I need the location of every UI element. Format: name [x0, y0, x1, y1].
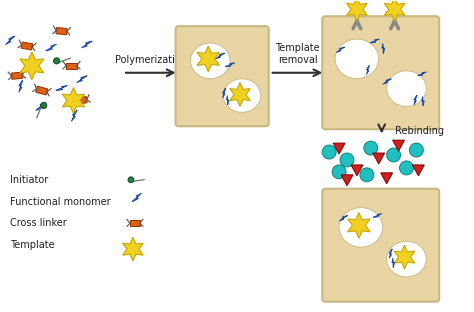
Polygon shape	[336, 47, 345, 52]
Polygon shape	[383, 79, 392, 84]
Polygon shape	[373, 214, 382, 217]
Text: Functional monomer: Functional monomer	[10, 197, 110, 207]
Polygon shape	[216, 53, 225, 59]
Polygon shape	[46, 44, 56, 51]
Text: Template
removal: Template removal	[275, 43, 320, 65]
Polygon shape	[370, 39, 380, 43]
Polygon shape	[130, 221, 140, 226]
Circle shape	[54, 58, 60, 64]
FancyBboxPatch shape	[322, 189, 439, 302]
Polygon shape	[123, 237, 143, 261]
Polygon shape	[414, 95, 417, 105]
Ellipse shape	[387, 71, 426, 106]
Polygon shape	[36, 102, 46, 110]
Polygon shape	[36, 86, 48, 95]
Polygon shape	[394, 245, 415, 269]
Ellipse shape	[387, 241, 426, 277]
Polygon shape	[76, 76, 87, 83]
Ellipse shape	[335, 39, 379, 79]
Polygon shape	[18, 80, 23, 92]
Circle shape	[364, 141, 378, 155]
Polygon shape	[62, 88, 85, 113]
Polygon shape	[412, 165, 424, 176]
Polygon shape	[339, 216, 348, 221]
Polygon shape	[341, 175, 353, 186]
Ellipse shape	[191, 43, 230, 79]
Polygon shape	[82, 41, 92, 48]
Polygon shape	[20, 52, 44, 80]
Circle shape	[400, 161, 413, 175]
Ellipse shape	[339, 207, 383, 247]
Polygon shape	[373, 153, 385, 164]
Polygon shape	[197, 46, 219, 72]
Polygon shape	[366, 66, 370, 75]
Polygon shape	[230, 83, 250, 106]
Polygon shape	[382, 43, 385, 53]
Polygon shape	[381, 173, 392, 184]
Polygon shape	[21, 42, 33, 50]
Circle shape	[128, 177, 134, 183]
Circle shape	[340, 153, 354, 167]
Polygon shape	[348, 212, 370, 238]
Polygon shape	[389, 249, 392, 259]
Polygon shape	[384, 0, 405, 21]
Circle shape	[387, 148, 401, 162]
Text: Template: Template	[10, 240, 55, 250]
Polygon shape	[392, 140, 404, 151]
Text: Rebinding: Rebinding	[394, 126, 444, 136]
Polygon shape	[66, 63, 77, 69]
FancyBboxPatch shape	[175, 26, 269, 126]
Polygon shape	[351, 165, 363, 176]
Circle shape	[410, 143, 423, 157]
Polygon shape	[418, 72, 427, 76]
Text: Cross linker: Cross linker	[10, 218, 67, 228]
Text: Initiator: Initiator	[10, 175, 48, 185]
Polygon shape	[227, 95, 229, 105]
Polygon shape	[11, 72, 23, 79]
Polygon shape	[226, 63, 235, 67]
Circle shape	[41, 102, 47, 109]
Polygon shape	[75, 96, 87, 105]
Polygon shape	[392, 258, 394, 267]
Polygon shape	[421, 96, 424, 106]
Polygon shape	[56, 27, 67, 35]
Circle shape	[360, 168, 374, 182]
Polygon shape	[346, 0, 367, 21]
Polygon shape	[56, 85, 68, 90]
Polygon shape	[333, 143, 345, 154]
Polygon shape	[5, 36, 15, 45]
Circle shape	[322, 145, 336, 159]
Polygon shape	[132, 193, 141, 202]
Circle shape	[332, 165, 346, 179]
Text: Polymerization: Polymerization	[115, 55, 187, 65]
FancyBboxPatch shape	[322, 16, 439, 129]
Polygon shape	[222, 88, 226, 98]
Polygon shape	[71, 110, 77, 121]
Ellipse shape	[223, 79, 261, 112]
